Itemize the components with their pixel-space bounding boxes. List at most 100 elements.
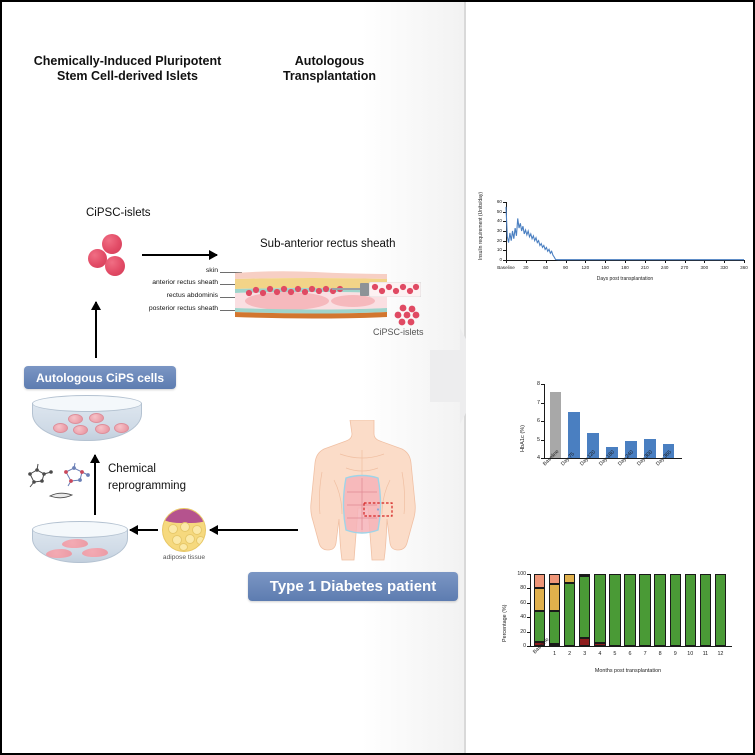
y-tick <box>527 588 530 590</box>
adipose-tissue-illustration <box>162 508 206 552</box>
time-in-range-stacked-bar-chart: 0 20 40 60 80 100 Percentage (%) Baseline 1 2 3 4 5 6… <box>494 570 738 682</box>
x-tick <box>704 260 706 263</box>
bar-segment <box>579 574 591 576</box>
x-tick <box>684 260 686 263</box>
y-tick <box>541 421 544 422</box>
bar-segment <box>548 574 561 585</box>
y-tick-label: 6 <box>537 418 540 424</box>
fat-cell <box>192 525 202 535</box>
fibroblast-cell <box>46 549 72 558</box>
y-tick-label: 7 <box>537 399 540 406</box>
x-tick <box>525 260 527 263</box>
bar-segment <box>639 574 651 646</box>
column-header-cipsc-islets: Chemically-Induced Pluripotent Stem Cell… <box>20 54 235 84</box>
y-tick <box>503 260 506 261</box>
y-axis-title: HbA1c (%) <box>520 424 526 452</box>
arrow-patient-to-adipose <box>210 529 298 532</box>
bar-segment <box>684 574 697 646</box>
x-tick-label: 6 <box>628 651 632 657</box>
y-tick-label: 100 <box>517 571 526 577</box>
y-axis-title: Percentage (%) <box>502 604 508 642</box>
y-tick-label: 40 <box>520 614 526 621</box>
y-tick <box>503 240 506 242</box>
x-tick-label: Baseline <box>497 265 515 270</box>
sub-anterior-rectus-sheath-label: Sub-anterior rectus sheath <box>260 238 396 250</box>
bar <box>568 411 581 458</box>
cipsc-islets-needle-label: CiPSC-islets <box>373 327 424 337</box>
left-panel: Chemically-Induced Pluripotent Stem Cell… <box>2 2 464 753</box>
leader-line <box>220 284 248 285</box>
x-tick <box>664 260 666 263</box>
adipose-tissue-label: adipose tissue <box>162 554 206 561</box>
x-tick-label: 300 <box>700 265 709 270</box>
cipsc-islets-label: CiPSC-islets <box>86 207 151 219</box>
cell-colony <box>68 414 83 424</box>
fat-cell <box>196 536 205 545</box>
bar <box>625 440 637 458</box>
x-tick <box>585 260 587 263</box>
insulin-requirement-line-chart: 0 10 20 30 40 50 60 Insulin requirement (Units/… <box>472 192 752 290</box>
x-tick-label: 11 <box>702 651 709 657</box>
x-tick-label: 270 <box>680 265 689 270</box>
petri-dish-fibroblasts <box>32 521 128 563</box>
fibroblast-cell <box>62 539 88 548</box>
y-tick-label: 60 <box>496 199 502 204</box>
x-axis-title: Months post transplantation <box>594 668 662 674</box>
y-axis <box>530 574 531 646</box>
cell-colony <box>89 413 104 423</box>
bar-segment <box>548 611 561 645</box>
y-tick <box>503 211 506 213</box>
arrow-islets-to-tissue <box>142 254 217 257</box>
y-tick <box>527 574 530 575</box>
y-tick-label: 50 <box>496 208 502 214</box>
bar-segment <box>669 574 681 646</box>
bar-segment <box>563 574 576 583</box>
x-tick-label: 3 <box>583 651 587 657</box>
fat-cell <box>172 535 182 545</box>
x-tick-label: 180 <box>621 265 629 270</box>
x-tick-label: 240 <box>660 265 669 270</box>
y-tick-label: 80 <box>520 585 526 592</box>
needle-hub <box>360 283 369 296</box>
y-tick-label: 20 <box>496 237 502 243</box>
bar-segment <box>563 582 576 646</box>
x-tick-label: 30 <box>523 265 529 270</box>
bar-segment <box>609 574 621 646</box>
header-line-2: Transplantation <box>282 69 377 83</box>
cell-colony <box>114 423 129 433</box>
dish-rim <box>32 395 142 412</box>
leader-line <box>220 272 242 273</box>
bar-segment <box>714 574 727 646</box>
x-tick <box>506 260 507 263</box>
arrow-chemical-reprogramming <box>94 455 97 515</box>
bar-segment <box>579 575 591 639</box>
y-tick <box>503 250 506 252</box>
x-axis <box>530 646 732 647</box>
adipose-cap <box>163 509 205 523</box>
fibroblast-cell <box>82 548 108 557</box>
x-tick-label: 10 <box>687 651 694 657</box>
arrow-adipose-to-dish <box>130 529 158 532</box>
bar-segment <box>533 587 546 611</box>
dish-rim <box>32 521 128 538</box>
arrow-cips-to-islets <box>95 302 98 358</box>
x-axis-title: Days post transplantation <box>596 276 654 282</box>
x-tick-label: 150 <box>601 265 609 270</box>
y-tick <box>527 617 530 619</box>
cell-colony <box>53 423 68 433</box>
y-axis <box>506 202 507 260</box>
bar-segment <box>699 574 712 646</box>
x-tick <box>625 260 626 263</box>
y-tick <box>541 439 544 441</box>
x-tick-label: 12 <box>717 651 724 657</box>
bar-segment <box>533 574 546 588</box>
bar-segment <box>594 574 606 644</box>
fat-cell <box>179 543 188 551</box>
y-tick-label: 8 <box>537 381 540 387</box>
bar-segment <box>548 644 561 647</box>
tissue-layer-label-anterior-rectus-sheath: anterior rectus sheath <box>152 279 218 286</box>
y-tick-label: 0 <box>499 257 502 262</box>
petri-dish-cips-cells <box>32 395 142 441</box>
y-axis <box>544 384 545 458</box>
y-tick <box>541 402 544 404</box>
